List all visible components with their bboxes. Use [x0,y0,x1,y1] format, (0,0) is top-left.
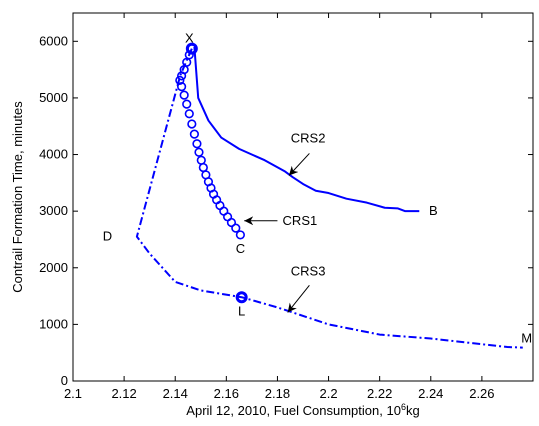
crs1-point [194,147,204,157]
y-tick-label: 2000 [39,260,68,275]
y-tick-label: 6000 [39,33,68,48]
x-axis-label: April 12, 2010, Fuel Consumption, 106kg [186,402,419,418]
tick-layer [72,13,533,382]
crs1-point [177,71,187,81]
y-tick-label: 1000 [39,316,68,331]
point-label-D: D [103,229,112,244]
crs1-point [177,81,187,92]
x-tick-label: 2.26 [469,386,494,401]
crs1-point [175,75,185,85]
crs1-point [182,99,192,109]
point-label-M: M [521,331,532,346]
point-label-X: X [185,30,194,45]
x-tick-label: 2.22 [367,386,392,401]
point-label-C: C [236,241,245,256]
x-axis-label-main: April 12, 2010, Fuel Consumption, 10 [186,403,401,418]
crs2-line [193,46,420,213]
crs1-point [226,217,237,228]
crs1-point [192,139,202,149]
crs1-point [196,155,206,165]
x-axis-label-exponent: 6 [401,402,406,412]
x-tick-label: 2.1 [64,386,82,401]
x-tick-label: 2.18 [265,386,290,401]
x-marker [185,42,198,55]
crs1-point [179,90,189,100]
crs2-annotation-label: CRS2 [291,131,326,146]
crs3-annotation-label: CRS3 [291,264,326,279]
l-marker [235,291,248,304]
x-tick-label: 2.12 [111,386,136,401]
point-label-B: B [429,203,438,218]
y-tick-label: 3000 [39,203,68,218]
x-tick-label: 2.2 [320,386,338,401]
x-tick-label: 2.16 [214,386,239,401]
crs1-point [189,129,199,139]
y-tick-label: 5000 [39,90,68,105]
y-tick-label: 0 [61,373,68,388]
x-tick-label: 2.24 [418,386,443,401]
annotation-layer: X D C B L M CRS2 CRS1 CRS3 [103,30,532,345]
crs1-point [187,119,197,129]
crs1-point [231,223,241,233]
plot-area-frame [72,12,534,382]
y-tick-label: 4000 [39,147,68,162]
crs1-annotation-label: CRS1 [283,213,318,228]
crs1-point [198,162,208,173]
y-axis-label: Contrail Formation Time, minutes [10,101,25,293]
x-axis-label-unit: kg [406,403,420,418]
data-layer [135,42,523,349]
crs1-point [235,230,245,240]
label-layer: 2.1 2.12 2.14 2.16 2.18 2.2 2.22 2.24 2.26 0 1000 2… [39,33,494,401]
crs2-arrow [288,153,310,176]
crs1-point [184,109,194,119]
x-tick-label: 2.14 [163,386,188,401]
crs3-arrow [287,285,310,313]
point-label-L: L [238,303,245,318]
crs3-line [135,48,523,349]
